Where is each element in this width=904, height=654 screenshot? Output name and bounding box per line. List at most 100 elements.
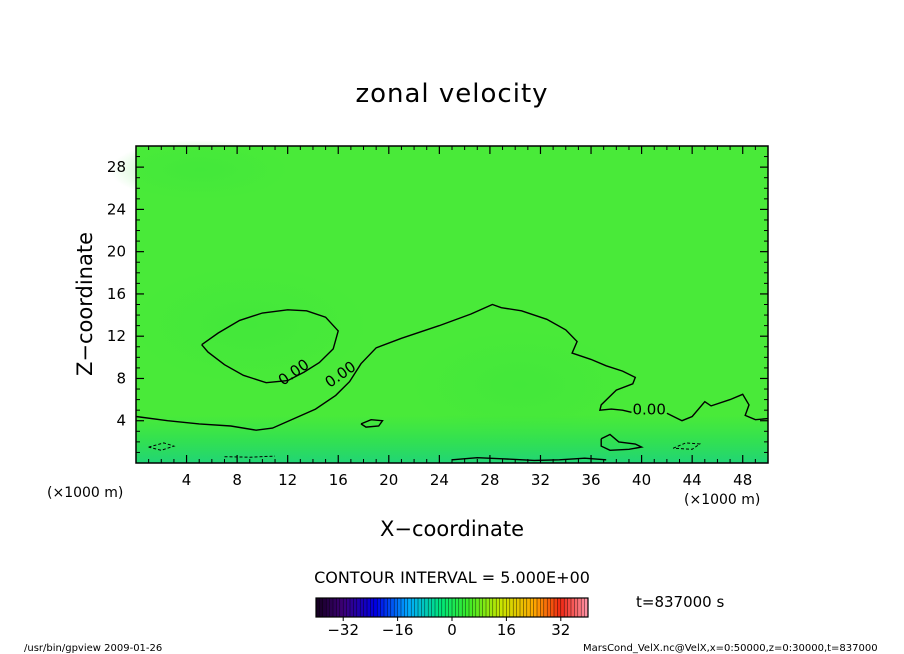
- colorbar-cell: [333, 598, 337, 617]
- colorbar-cell: [336, 598, 341, 617]
- colorbar-cell: [458, 598, 463, 617]
- colorbar-tick-label: 32: [551, 621, 570, 639]
- colorbar-cell: [509, 598, 514, 617]
- contour-negative-line: [673, 442, 702, 450]
- colorbar-cell: [339, 598, 344, 617]
- y-tick-label: 4: [116, 412, 126, 430]
- colorbar-cell: [367, 598, 371, 617]
- colorbar-cell: [370, 598, 375, 617]
- colorbar-cell: [360, 598, 364, 617]
- colorbar-cell: [387, 598, 392, 617]
- y-axis: 4 8 12 16 20 24 28: [107, 156, 768, 453]
- x-tick-label: 12: [278, 471, 297, 489]
- colorbar-cell: [350, 598, 354, 617]
- colorbar-cell: [356, 598, 361, 617]
- colorbar-cell: [577, 598, 582, 617]
- colorbar-cell: [343, 598, 347, 617]
- colorbar-cell: [472, 598, 477, 617]
- colorbar-cell: [482, 598, 487, 617]
- colorbar-cell: [533, 598, 538, 617]
- colorbar-cell: [455, 598, 460, 617]
- y-axis-label: Z−coordinate: [73, 232, 97, 376]
- colorbar-cell: [554, 598, 558, 617]
- colorbar-cell: [475, 598, 480, 617]
- colorbar-tick-label: 0: [447, 621, 457, 639]
- colorbar-cell: [571, 598, 575, 617]
- contour-zero-line: [666, 393, 769, 422]
- colorbar-cell: [513, 598, 517, 617]
- colorbar-cell: [516, 598, 521, 617]
- contour-label: 0.00: [632, 400, 665, 418]
- colorbar-cell: [584, 598, 589, 617]
- colorbar-cell: [397, 598, 402, 617]
- x-tick-label: 48: [733, 471, 752, 489]
- x-tick-label: 36: [581, 471, 600, 489]
- colorbar-cell: [560, 598, 565, 617]
- colorbar-cell: [574, 598, 579, 617]
- colorbar-cell: [411, 598, 415, 617]
- y-tick-label: 24: [107, 200, 126, 218]
- colorbar-cell: [329, 598, 334, 617]
- colorbar-tick-label: −16: [382, 621, 414, 639]
- x-tick-label: 32: [531, 471, 550, 489]
- colorbar-cell: [401, 598, 405, 617]
- colorbar-cell: [404, 598, 409, 617]
- heatmap-bottom-layer: [136, 415, 768, 463]
- colorbar-cell: [394, 598, 398, 617]
- colorbar-cell: [526, 598, 531, 617]
- x-tick-label: 24: [430, 471, 449, 489]
- y-tick-label: 20: [107, 243, 126, 261]
- colorbar-cell: [390, 598, 395, 617]
- colorbar-cell: [421, 598, 426, 617]
- contour-negative-line: [148, 442, 176, 451]
- x-tick-label: 20: [379, 471, 398, 489]
- colorbar-cell: [380, 598, 385, 617]
- colorbar-cell: [489, 598, 494, 617]
- contour-zero-line: [451, 456, 607, 462]
- contour-interval-label: CONTOUR INTERVAL = 5.000E+00: [314, 568, 590, 587]
- colorbar-cell: [469, 598, 473, 617]
- colorbar-cell: [431, 598, 436, 617]
- colorbar-ticks: −32 −16 0 16 32: [327, 617, 570, 639]
- colorbar-cell: [418, 598, 422, 617]
- y-tick-label: 28: [107, 158, 126, 176]
- colorbar-cell: [557, 598, 562, 617]
- colorbar-tick-label: −32: [327, 621, 359, 639]
- x-tick-label: 40: [632, 471, 651, 489]
- colorbar-cell: [506, 598, 511, 617]
- colorbar-cell: [520, 598, 524, 617]
- plot-area: 0.00 0.000.00: [110, 140, 769, 464]
- colorbar-cell: [319, 598, 324, 617]
- colorbar: [315, 597, 589, 618]
- heatmap-shade-region: [110, 140, 290, 200]
- colorbar-cell: [438, 598, 443, 617]
- colorbar-tick-label: 16: [497, 621, 516, 639]
- colorbar-cell: [424, 598, 429, 617]
- x-tick-label: 8: [232, 471, 242, 489]
- x-axis: 4 8 12 16 20 24 28 32 36 40 44 48: [148, 146, 756, 489]
- colorbar-cell: [316, 598, 320, 617]
- colorbar-cell: [414, 598, 419, 617]
- colorbar-cell: [363, 598, 368, 617]
- colorbar-cell: [346, 598, 351, 617]
- time-label: t=837000 s: [636, 593, 724, 611]
- contour-lines: [135, 303, 769, 462]
- x-unit-label-right: (×1000 m): [684, 492, 760, 508]
- colorbar-cell: [564, 598, 568, 617]
- colorbar-cell: [448, 598, 453, 617]
- contour-zero-line: [360, 418, 384, 428]
- colorbar-cell: [465, 598, 470, 617]
- colorbar-cell: [543, 598, 548, 617]
- colorbar-cell: [581, 598, 585, 617]
- y-tick-label: 16: [107, 285, 126, 303]
- colorbar-cell: [540, 598, 545, 617]
- footer-right: MarsCond_VelX.nc@VelX,x=0:50000,z=0:3000…: [583, 643, 878, 654]
- colorbar-cell: [462, 598, 466, 617]
- chart-title: zonal velocity: [355, 79, 548, 109]
- colorbar-cell: [492, 598, 497, 617]
- colorbar-cell: [407, 598, 412, 617]
- colorbar-cell: [499, 598, 504, 617]
- colorbar-cell: [445, 598, 449, 617]
- colorbar-cell: [523, 598, 528, 617]
